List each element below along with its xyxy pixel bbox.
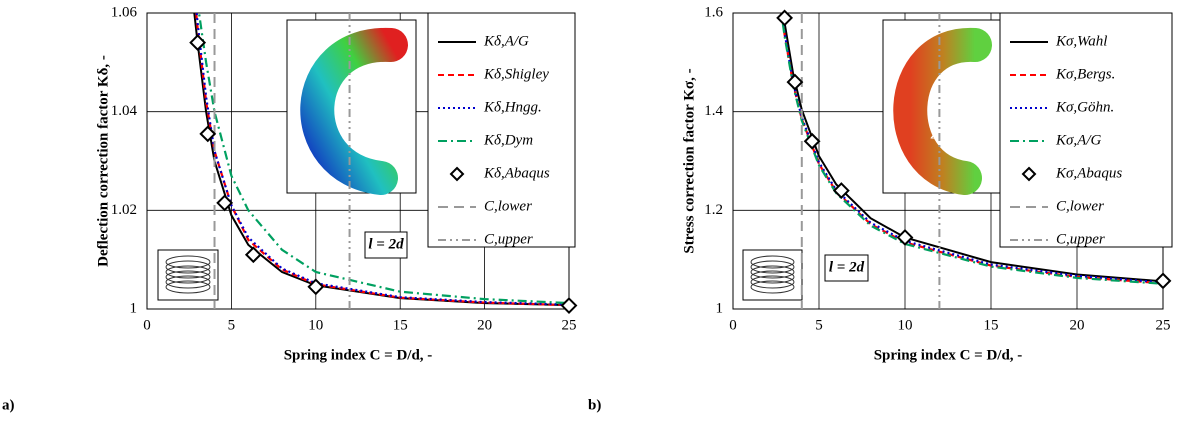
spring-coil bbox=[750, 275, 795, 289]
series-line bbox=[193, 13, 569, 307]
spring-coil bbox=[165, 270, 211, 284]
spring-coil bbox=[750, 280, 795, 294]
legend-label: C,lower bbox=[484, 198, 532, 214]
x-tick-label: 5 bbox=[228, 317, 236, 333]
spring-coil bbox=[750, 255, 795, 269]
y-tick-label: 1.02 bbox=[111, 202, 137, 218]
data-point bbox=[803, 132, 821, 150]
data-point bbox=[776, 9, 794, 27]
triad-label: Z bbox=[343, 127, 352, 143]
x-axis-label: Spring index C = D/d, - bbox=[874, 347, 1023, 363]
y-tick-label: 1.04 bbox=[111, 103, 138, 119]
x-tick-label: 10 bbox=[308, 317, 323, 333]
data-point bbox=[832, 182, 850, 200]
inset-model bbox=[893, 27, 992, 195]
x-tick-label: 25 bbox=[562, 317, 577, 333]
panel-label: a) bbox=[2, 397, 15, 413]
legend-label: Kδ,Shigley bbox=[483, 66, 549, 82]
triad-label: X bbox=[985, 127, 996, 143]
data-point bbox=[896, 229, 914, 246]
legend-marker bbox=[1021, 166, 1037, 182]
annotation-box bbox=[364, 231, 408, 259]
y-tick-label: 1 bbox=[716, 300, 724, 316]
x-axis-label: Spring index C = D/d, - bbox=[284, 347, 433, 363]
y-tick-label: 1.6 bbox=[704, 4, 723, 20]
x-tick-label: 10 bbox=[898, 317, 913, 333]
legend-label: Kσ,Bergs. bbox=[1055, 66, 1115, 82]
y-tick-label: 1.06 bbox=[111, 4, 138, 20]
triad-label: X bbox=[397, 127, 408, 143]
y-axis-label: Stress correction factor Kσ, - bbox=[681, 68, 697, 253]
y-tick-label: 1.4 bbox=[704, 103, 723, 119]
legend-label: Kσ,A/G bbox=[1055, 132, 1101, 148]
y-tick-label: 1.2 bbox=[704, 202, 723, 218]
spring-coil bbox=[750, 260, 795, 274]
legend-marker bbox=[449, 166, 465, 182]
legend-label: Kσ,Göhn. bbox=[1055, 99, 1114, 115]
spring-coil bbox=[165, 255, 211, 269]
legend-label: Kδ,Abaqus bbox=[483, 165, 550, 181]
panel: 0 5 10 15 20 25 1 1.2 1.4 1.6 Y Z Xl = 2d Kσ,Wahl Kσ,B… bbox=[588, 4, 1173, 413]
legend-label: Kδ,Hngg. bbox=[483, 99, 542, 115]
legend-label: C,upper bbox=[1056, 231, 1105, 247]
data-point bbox=[1154, 272, 1172, 290]
legend-label: C,upper bbox=[484, 231, 533, 247]
data-point bbox=[786, 73, 804, 91]
triad-axis bbox=[962, 126, 985, 142]
data-point bbox=[560, 297, 578, 314]
series-line bbox=[782, 13, 1163, 283]
triad-label: Y bbox=[966, 91, 976, 107]
x-tick-label: 15 bbox=[393, 317, 408, 333]
x-tick-label: 0 bbox=[143, 317, 151, 333]
spring-coil bbox=[165, 260, 211, 274]
panel-label: b) bbox=[588, 397, 601, 413]
legend-frame bbox=[427, 12, 576, 248]
triad-label: Y bbox=[379, 91, 389, 107]
legend-label: Kδ,Dym bbox=[483, 132, 533, 148]
triad-axis bbox=[940, 126, 963, 142]
annotation: l = 2d bbox=[829, 259, 865, 275]
x-tick-label: 0 bbox=[729, 317, 737, 333]
triad-axis bbox=[374, 126, 397, 142]
data-point bbox=[244, 246, 262, 264]
x-tick-label: 5 bbox=[815, 317, 823, 333]
data-point bbox=[307, 278, 325, 296]
legend-label: C,lower bbox=[1056, 198, 1104, 214]
annotation-box bbox=[824, 254, 869, 282]
series-line bbox=[195, 13, 569, 307]
spring-coil bbox=[750, 270, 795, 284]
data-point bbox=[199, 125, 217, 143]
annotation: l = 2d bbox=[368, 236, 404, 252]
spring-coil bbox=[165, 265, 211, 279]
legend: Kδ,A/G Kδ,Shigley Kδ,Hngg. Kδ,Dym Kδ,Abaqus C… bbox=[427, 12, 576, 248]
data-point bbox=[216, 194, 234, 212]
legend: Kσ,Wahl Kσ,Bergs. Kσ,Göhn. Kσ,A/G Kσ,Abaqus C… bbox=[999, 12, 1173, 248]
inset-model bbox=[300, 27, 408, 195]
x-tick-label: 15 bbox=[984, 317, 999, 333]
series-layer bbox=[781, 13, 1163, 309]
triad-axis bbox=[352, 126, 375, 142]
x-tick-label: 25 bbox=[1156, 317, 1171, 333]
legend-label: Kδ,A/G bbox=[483, 33, 529, 49]
spring-coil bbox=[165, 280, 211, 294]
x-tick-label: 20 bbox=[1070, 317, 1085, 333]
spring-coil bbox=[750, 265, 795, 279]
x-tick-label: 20 bbox=[477, 317, 492, 333]
legend-label: Kσ,Abaqus bbox=[1055, 165, 1122, 181]
triad-label: Z bbox=[930, 127, 939, 143]
data-point bbox=[189, 34, 207, 52]
y-tick-label: 1 bbox=[130, 300, 138, 316]
spring-coil bbox=[165, 275, 211, 289]
legend-label: Kσ,Wahl bbox=[1055, 33, 1107, 49]
y-axis-label: Deflection correction factor Kδ, - bbox=[95, 55, 111, 267]
